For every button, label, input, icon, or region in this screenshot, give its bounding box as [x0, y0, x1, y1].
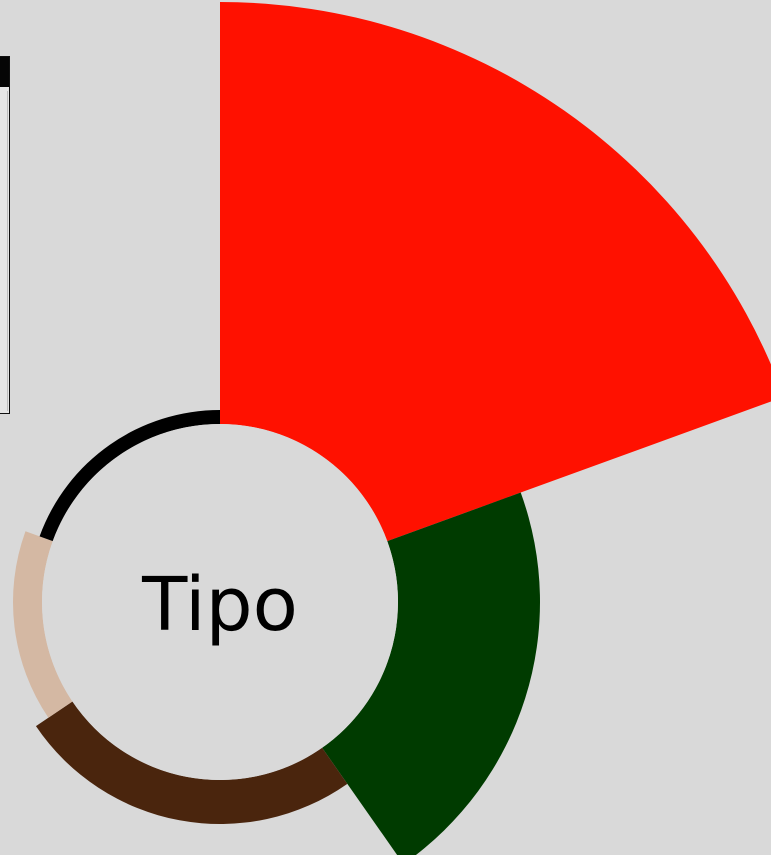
center-label: Tipo: [141, 562, 298, 648]
legend-panel-body: [0, 91, 8, 411]
legend-panel-header: [0, 57, 9, 87]
chart-segment-2[interactable]: [322, 492, 540, 855]
chart-center-hole: [42, 424, 398, 780]
chart-segment-3[interactable]: [35, 701, 348, 824]
legend-panel: [0, 56, 10, 414]
chart-segment-4[interactable]: [12, 531, 73, 718]
chart-segment-1[interactable]: [220, 2, 771, 542]
chart-segments: [12, 2, 771, 855]
chart-segment-5[interactable]: [39, 410, 220, 542]
